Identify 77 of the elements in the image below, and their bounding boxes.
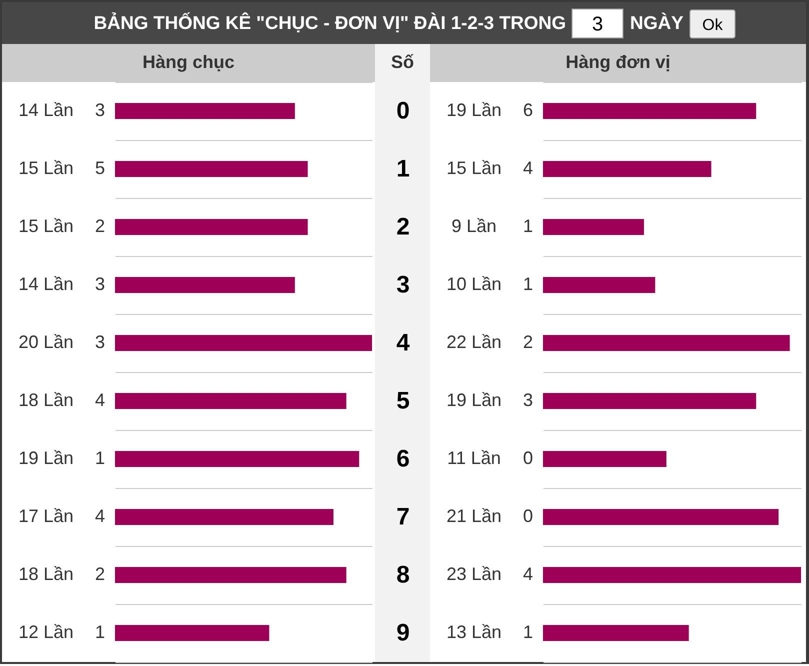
data-label: 15 Lần: [18, 158, 74, 178]
text: Ok: [702, 17, 724, 34]
text: BẢNG THỐNG KÊ "CHỤC - ĐƠN VỊ" ĐÀI 1-2-3 TRONG: [94, 12, 566, 33]
y-tick-label: 5: [396, 388, 410, 414]
text: 1: [522, 274, 534, 294]
bar: [115, 103, 295, 119]
text: 4: [94, 506, 106, 526]
bar: [115, 567, 346, 583]
text: 1: [522, 622, 534, 642]
data-label: 19 Lần: [18, 448, 74, 468]
text: 4: [522, 158, 534, 178]
data-label: 9 Lần: [451, 216, 497, 236]
data-label: 14 Lần: [18, 274, 74, 294]
bar: [543, 277, 656, 293]
text: 0: [522, 448, 534, 468]
text: 4: [522, 564, 534, 584]
chart-title: Hàng chục: [142, 52, 235, 72]
text: 2: [94, 564, 106, 584]
bar: [115, 451, 360, 467]
chart-title: Hàng đơn vị: [566, 52, 670, 72]
data-label: 18 Lần: [18, 390, 74, 410]
bar: [115, 625, 270, 641]
y-axis-title: Số: [390, 52, 414, 72]
data-label: 13 Lần: [446, 622, 502, 642]
y-tick-label: 2: [396, 214, 410, 240]
text: 1: [94, 448, 106, 468]
data-label: 14 Lần: [18, 100, 74, 120]
y-tick-label: 8: [396, 562, 410, 588]
bar: [115, 161, 308, 177]
data-label: 19 Lần: [446, 100, 502, 120]
bar: [543, 509, 779, 525]
data-label: 11 Lần: [447, 448, 501, 468]
text: 0: [522, 506, 534, 526]
y-tick-label: 9: [396, 620, 410, 646]
y-tick-label: 1: [396, 156, 410, 182]
y-tick-label: 0: [396, 98, 410, 124]
data-label: 10 Lần: [446, 274, 502, 294]
bar: [543, 625, 689, 641]
data-label: 22 Lần: [446, 332, 502, 352]
y-tick-label: 6: [396, 446, 410, 472]
bar: [543, 219, 644, 235]
text: 2: [94, 216, 106, 236]
data-label: 18 Lần: [18, 564, 74, 584]
y-tick-label: 3: [396, 272, 410, 298]
bar: [543, 393, 756, 409]
data-label: 20 Lần: [18, 332, 74, 352]
text: 3: [94, 100, 106, 120]
data-label: 15 Lần: [446, 158, 502, 178]
bar: [115, 335, 372, 351]
y-tick-label: 7: [396, 504, 410, 530]
data-label: 17 Lần: [18, 506, 74, 526]
data-label: 23 Lần: [446, 564, 502, 584]
text: 3: [94, 332, 106, 352]
data-label: 12 Lần: [18, 622, 74, 642]
bar: [543, 451, 666, 467]
text: 3: [522, 390, 534, 410]
bar: [115, 509, 334, 525]
text: 4: [94, 390, 106, 410]
bar: [115, 219, 308, 235]
bar: [543, 567, 801, 583]
bar: [543, 103, 756, 119]
bar: [115, 277, 295, 293]
text: NGÀY: [630, 12, 684, 33]
bar: [543, 161, 712, 177]
bar: [543, 335, 790, 351]
text: 1: [522, 216, 534, 236]
data-label: 19 Lần: [446, 390, 502, 410]
text: 5: [94, 158, 106, 178]
bar: [115, 393, 346, 409]
y-tick-label: 4: [396, 330, 410, 356]
text: 6: [522, 100, 534, 120]
text: 2: [522, 332, 534, 352]
text: 3: [592, 14, 604, 36]
text: 1: [94, 622, 106, 642]
data-label: 15 Lần: [18, 216, 74, 236]
text: 3: [94, 274, 106, 294]
data-label: 21 Lần: [446, 506, 502, 526]
